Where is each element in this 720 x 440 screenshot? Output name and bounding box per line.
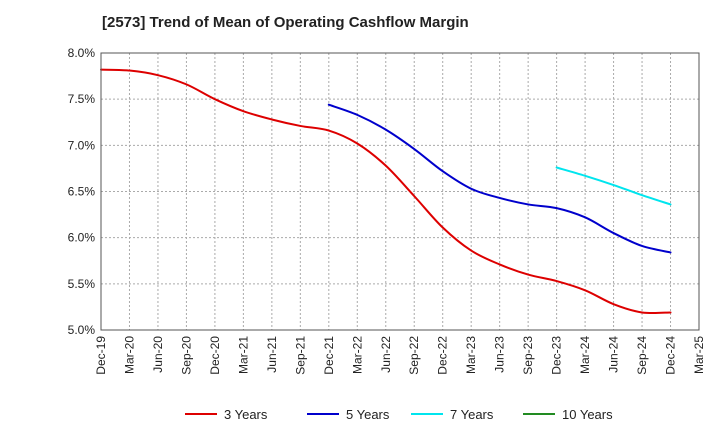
series-line-3-years bbox=[100, 68, 672, 315]
y-axis-ticks: 5.0% 5.5% 6.0% 6.5% 7.0% 7.5% 8.0% bbox=[68, 46, 96, 337]
x-tick-label: Mar-22 bbox=[350, 336, 364, 374]
y-tick-label: 7.0% bbox=[68, 138, 96, 152]
series-line-7-years bbox=[555, 166, 672, 206]
x-tick-label: Dec-19 bbox=[94, 336, 108, 375]
legend-label-10-years: 10 Years bbox=[562, 407, 613, 422]
y-tick-label: 7.5% bbox=[68, 92, 96, 106]
plot-frame bbox=[100, 52, 700, 331]
x-tick-label: Jun-20 bbox=[151, 336, 165, 373]
x-tick-label: Dec-21 bbox=[322, 336, 336, 375]
y-tick-label: 6.0% bbox=[68, 231, 96, 245]
x-tick-label: Sep-22 bbox=[407, 336, 421, 375]
legend-label-3-years: 3 Years bbox=[224, 407, 268, 422]
x-tick-label: Mar-24 bbox=[578, 336, 592, 374]
x-tick-label: Jun-23 bbox=[493, 336, 507, 373]
legend: 3 Years 5 Years 7 Years 10 Years bbox=[185, 407, 613, 422]
x-tick-label: Jun-21 bbox=[265, 336, 279, 373]
y-tick-label: 5.5% bbox=[68, 277, 96, 291]
series-layer bbox=[100, 68, 672, 315]
x-tick-label: Dec-23 bbox=[550, 336, 564, 375]
y-tick-label: 6.5% bbox=[68, 185, 96, 199]
x-tick-label: Mar-25 bbox=[692, 336, 706, 374]
grid-layer bbox=[101, 53, 699, 330]
x-tick-label: Jun-22 bbox=[379, 336, 393, 373]
x-tick-label: Dec-20 bbox=[208, 336, 222, 375]
y-tick-label: 5.0% bbox=[68, 323, 96, 337]
x-tick-label: Sep-23 bbox=[521, 336, 535, 375]
chart-title: [2573] Trend of Mean of Operating Cashfl… bbox=[102, 14, 469, 31]
series-line-5-years bbox=[327, 103, 672, 254]
x-axis-ticks: Dec-19 Mar-20 Jun-20 Sep-20 Dec-20 Mar-21 Jun-… bbox=[94, 336, 706, 375]
x-tick-label: Dec-24 bbox=[664, 336, 678, 375]
x-tick-label: Dec-22 bbox=[436, 336, 450, 375]
legend-label-5-years: 5 Years bbox=[346, 407, 390, 422]
y-tick-label: 8.0% bbox=[68, 46, 96, 60]
legend-label-7-years: 7 Years bbox=[450, 407, 494, 422]
x-tick-label: Jun-24 bbox=[607, 336, 621, 373]
x-tick-label: Mar-21 bbox=[236, 336, 250, 374]
x-tick-label: Sep-21 bbox=[293, 336, 307, 375]
x-tick-label: Sep-24 bbox=[635, 336, 649, 375]
x-tick-label: Mar-20 bbox=[122, 336, 136, 374]
x-tick-label: Sep-20 bbox=[179, 336, 193, 375]
x-tick-label: Mar-23 bbox=[464, 336, 478, 374]
